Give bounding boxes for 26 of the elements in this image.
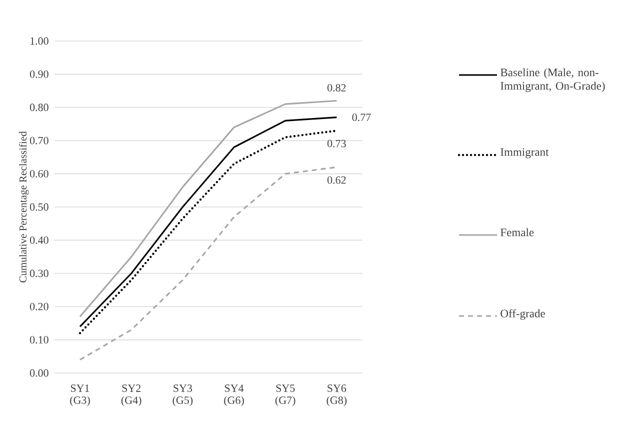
x-tick-label: SY2 (G4) <box>121 384 142 406</box>
y-tick-label: 1.00 <box>30 37 48 45</box>
legend-label: Baseline (Male, non-Immigrant, On-Grade) <box>500 68 605 92</box>
y-tick-label: 0.10 <box>30 336 48 344</box>
y-tick-label: 0.90 <box>30 70 48 78</box>
legend-label: Immigrant <box>500 148 549 158</box>
data-label: 0.82 <box>327 84 346 92</box>
data-label: 0.77 <box>352 114 371 122</box>
y-tick-label: 0.00 <box>30 369 48 377</box>
x-tick-label: SY3 (G5) <box>172 384 193 406</box>
data-label: 0.62 <box>327 176 346 184</box>
y-tick-label: 0.80 <box>30 104 48 112</box>
y-tick-label: 0.60 <box>30 170 48 178</box>
y-tick-label: 0.30 <box>30 270 48 278</box>
y-tick-label: 0.20 <box>30 302 48 310</box>
y-tick-label: 0.70 <box>30 136 48 144</box>
data-label: 0.73 <box>327 140 346 148</box>
legend-label: Off-grade <box>500 309 545 320</box>
y-axis-title: Cumulative Percentage Reclassified <box>19 131 29 282</box>
y-tick-label: 0.40 <box>30 236 48 244</box>
y-tick-label: 0.50 <box>30 203 48 211</box>
legend-label: Female <box>500 228 534 236</box>
x-tick-label: SY4 (G6) <box>224 384 244 406</box>
x-tick-label: SY6 (G8) <box>326 384 347 406</box>
x-tick-label: SY1 (G3) <box>70 384 90 406</box>
x-tick-label: SY5 (G7) <box>275 384 296 406</box>
